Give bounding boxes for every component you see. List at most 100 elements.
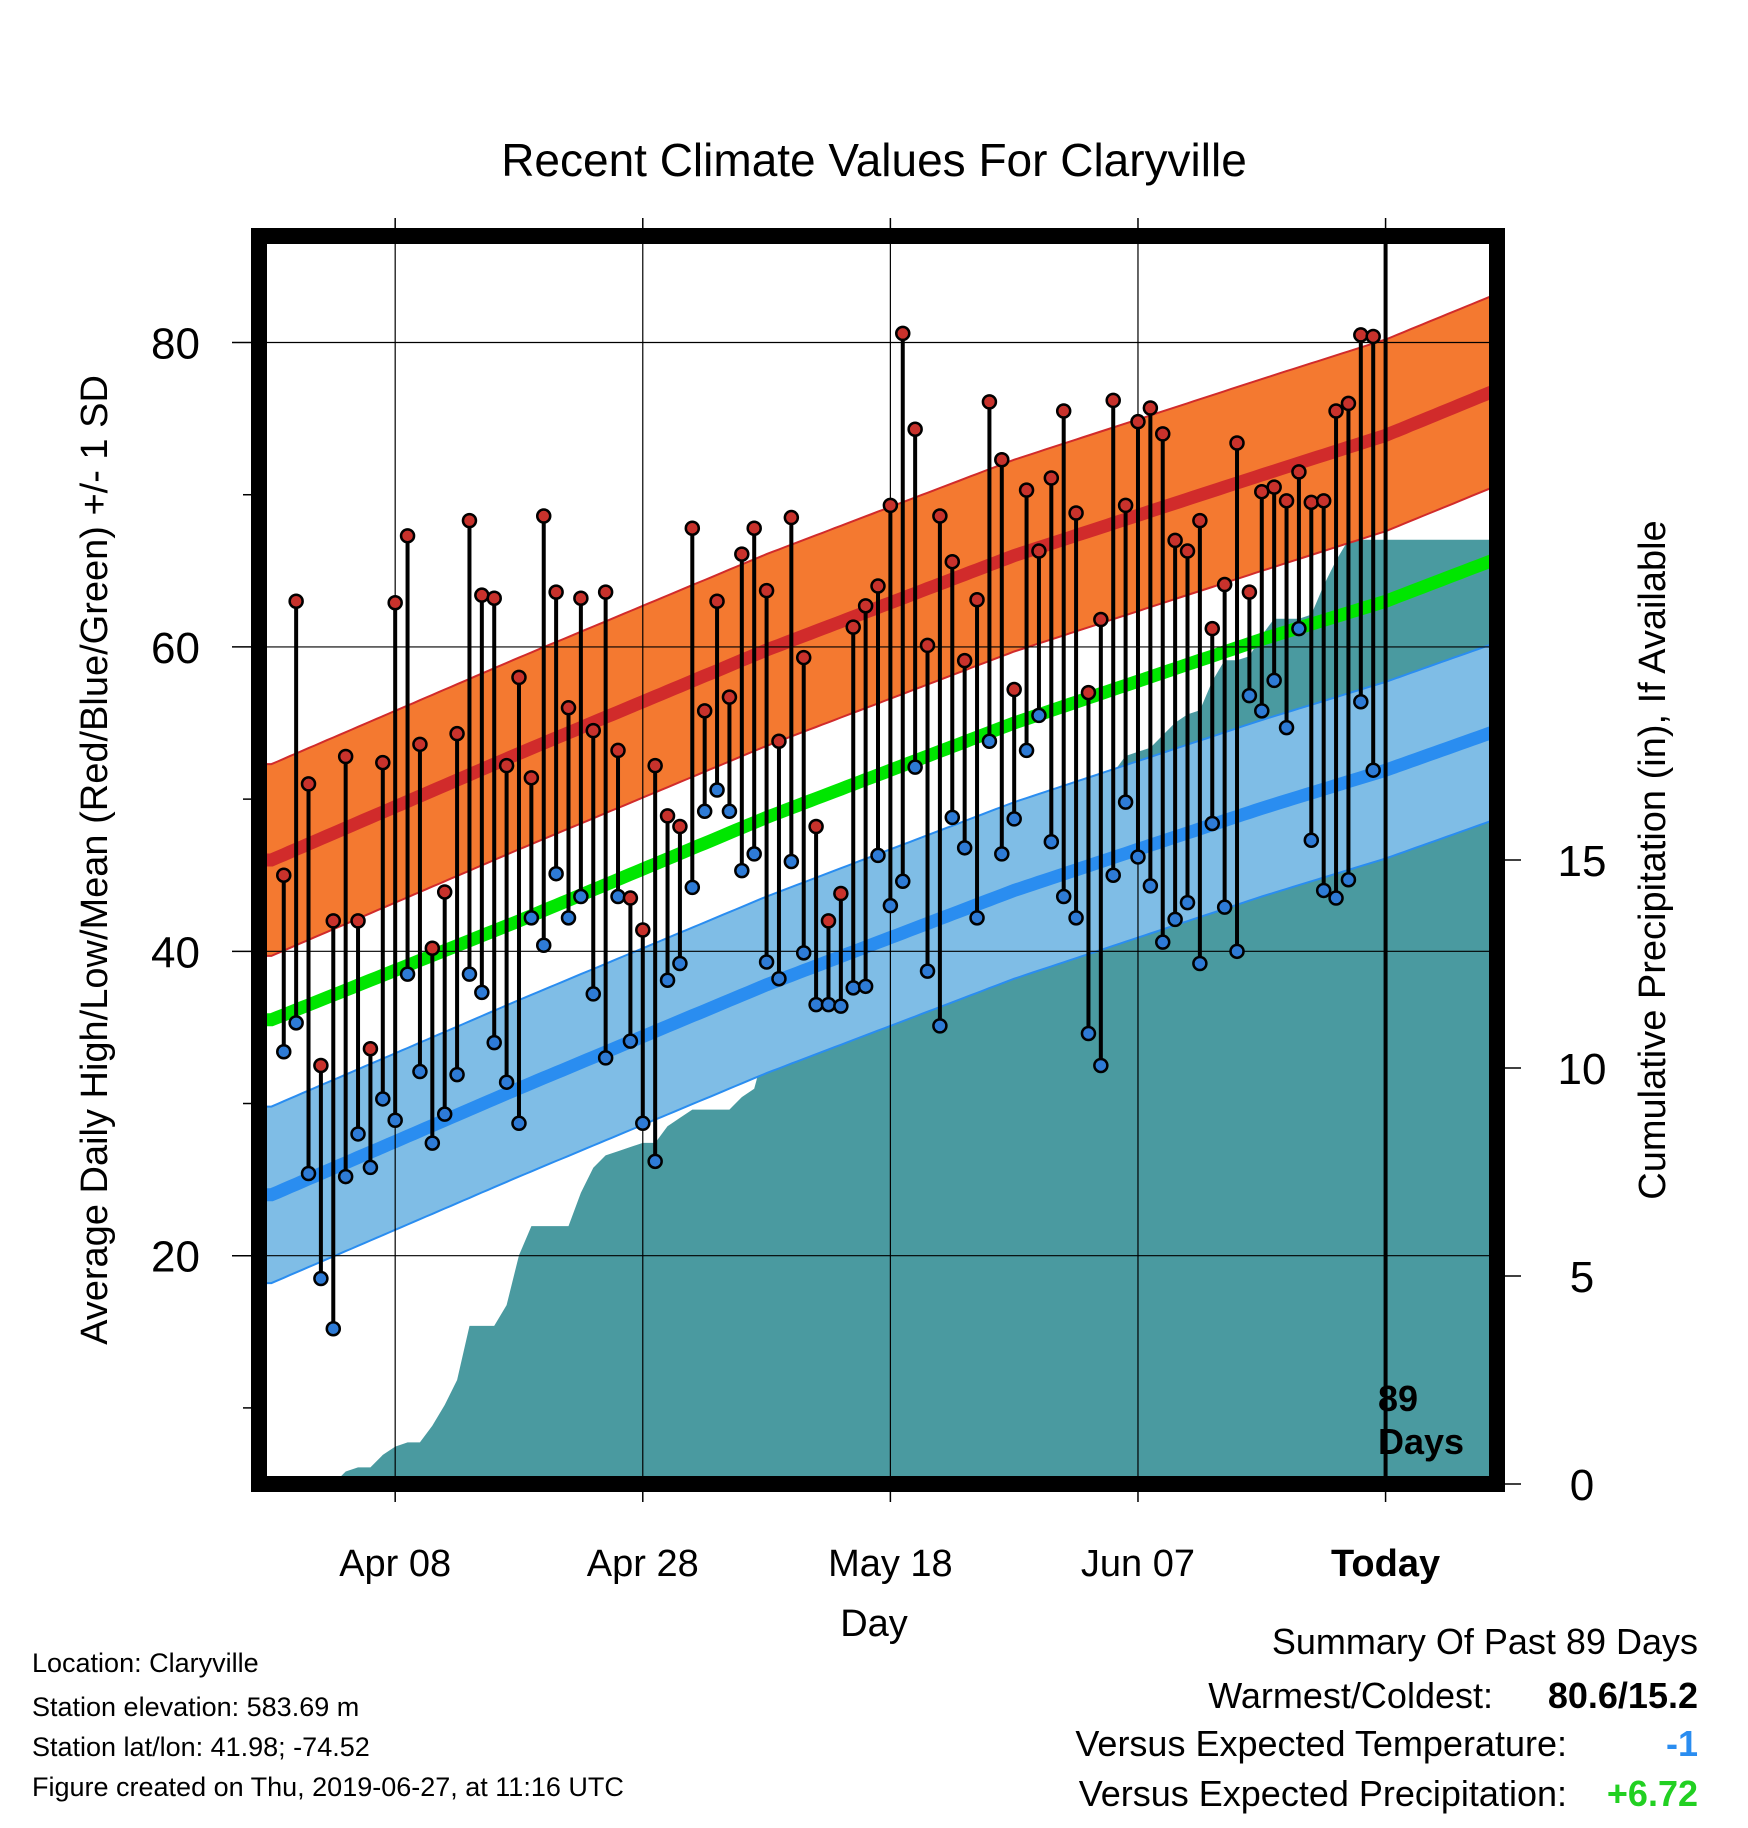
daily-low-point (1266, 672, 1282, 689)
daily-low-point (560, 910, 577, 926)
daily-low-point (696, 803, 713, 820)
info-created: Figure created on Thu, 2019-06-27, at 11… (32, 1772, 624, 1802)
x-tick-label: Today (1331, 1543, 1440, 1585)
daily-high-point (795, 649, 812, 666)
daily-low-point (449, 1066, 465, 1083)
y-left-tick-label: 80 (151, 320, 200, 369)
daily-high-point (511, 669, 527, 686)
daily-high-point (436, 884, 453, 900)
daily-high-point (1154, 426, 1171, 442)
daily-low-point (808, 996, 824, 1013)
daily-low-point (1043, 833, 1060, 850)
daily-low-point (771, 970, 787, 987)
daily-high-point (845, 619, 861, 635)
daily-high-point (1117, 497, 1134, 514)
daily-low-point (659, 972, 676, 988)
daily-high-point (597, 584, 614, 600)
daily-high-point (1278, 493, 1295, 509)
daily-high-point (1303, 494, 1320, 511)
daily-high-point (350, 913, 366, 929)
summary-warmest-label: Warmest/Coldest: (1208, 1675, 1493, 1716)
y-right-tick-label: 10 (1558, 1045, 1607, 1094)
daily-low-point (523, 910, 540, 926)
daily-low-point (1303, 832, 1320, 848)
daily-high-point (1080, 684, 1097, 701)
daily-low-point (1080, 1025, 1097, 1042)
x-axis-label: Day (840, 1603, 908, 1645)
daily-low-point (907, 759, 923, 775)
summary-precip-value: +6.72 (1606, 1773, 1698, 1814)
daily-low-point (1192, 955, 1208, 972)
daily-low-point (337, 1168, 354, 1185)
daily-high-point (1031, 543, 1047, 559)
daily-high-point (895, 325, 911, 342)
daily-high-point (461, 512, 478, 529)
daily-high-point (771, 733, 787, 750)
daily-low-point (833, 998, 849, 1014)
daily-high-point (1006, 681, 1022, 698)
daily-high-point (1353, 327, 1369, 343)
daily-low-point (1291, 620, 1307, 637)
daily-low-point (436, 1106, 453, 1122)
daily-high-point (387, 595, 403, 611)
daily-low-point (1055, 888, 1072, 905)
daily-high-point (474, 587, 490, 603)
daily-low-point (709, 782, 725, 798)
daily-high-point (1093, 611, 1109, 628)
daily-low-point (610, 888, 626, 905)
low-lower-edge (267, 820, 1489, 1285)
daily-low-point (994, 846, 1010, 862)
daily-low-point (1105, 867, 1121, 883)
daily-high-point (523, 770, 540, 786)
daily-high-point (622, 890, 639, 906)
daily-high-point (672, 818, 688, 835)
daily-low-point (1353, 693, 1369, 710)
daily-high-point (1043, 470, 1060, 486)
daily-high-point (746, 520, 762, 536)
daily-high-point (1192, 512, 1208, 529)
daily-low-point (1216, 899, 1233, 915)
daily-high-point (535, 508, 552, 524)
daily-high-point (981, 394, 998, 410)
daily-low-point (1340, 872, 1357, 888)
y-left-tick-label: 40 (151, 928, 200, 977)
daily-low-point (313, 1270, 329, 1287)
daily-low-point (535, 937, 552, 953)
daily-high-point (1340, 395, 1357, 412)
daily-low-point (857, 978, 874, 995)
daily-high-point (919, 637, 936, 654)
daily-low-point (1006, 811, 1022, 827)
daily-high-point (1105, 392, 1121, 409)
low-sd-band (267, 645, 1489, 1284)
daily-low-point (969, 910, 985, 926)
daily-high-point (1328, 403, 1344, 419)
daily-high-point (1266, 479, 1282, 495)
daily-low-point (387, 1112, 403, 1129)
daily-low-point (424, 1135, 441, 1151)
x-tick-label: Apr 28 (587, 1543, 699, 1585)
daily-low-point (919, 963, 936, 979)
daily-low-point (684, 879, 701, 896)
daily-low-point (1315, 882, 1332, 899)
daily-low-point (622, 1033, 639, 1049)
daily-low-point (1167, 911, 1183, 928)
daily-high-point (696, 703, 713, 719)
daily-high-point (969, 591, 985, 608)
daily-low-point (276, 1044, 292, 1060)
daily-low-point (474, 984, 490, 1001)
daily-high-point (944, 553, 961, 570)
today-days-label-number: 89 (1378, 1378, 1418, 1419)
daily-high-point (857, 598, 874, 614)
daily-high-point (560, 700, 577, 716)
daily-low-point (1204, 815, 1221, 832)
daily-low-point (870, 847, 886, 864)
daily-low-point (1278, 719, 1295, 736)
daily-high-point (659, 808, 676, 824)
daily-low-point (635, 1115, 651, 1132)
info-latlon: Station lat/lon: 41.98; -74.52 (32, 1732, 370, 1762)
daily-low-point (1068, 910, 1084, 926)
daily-high-point (820, 913, 837, 929)
today-days-label-word: Days (1378, 1421, 1464, 1462)
daily-low-point (932, 1018, 948, 1034)
